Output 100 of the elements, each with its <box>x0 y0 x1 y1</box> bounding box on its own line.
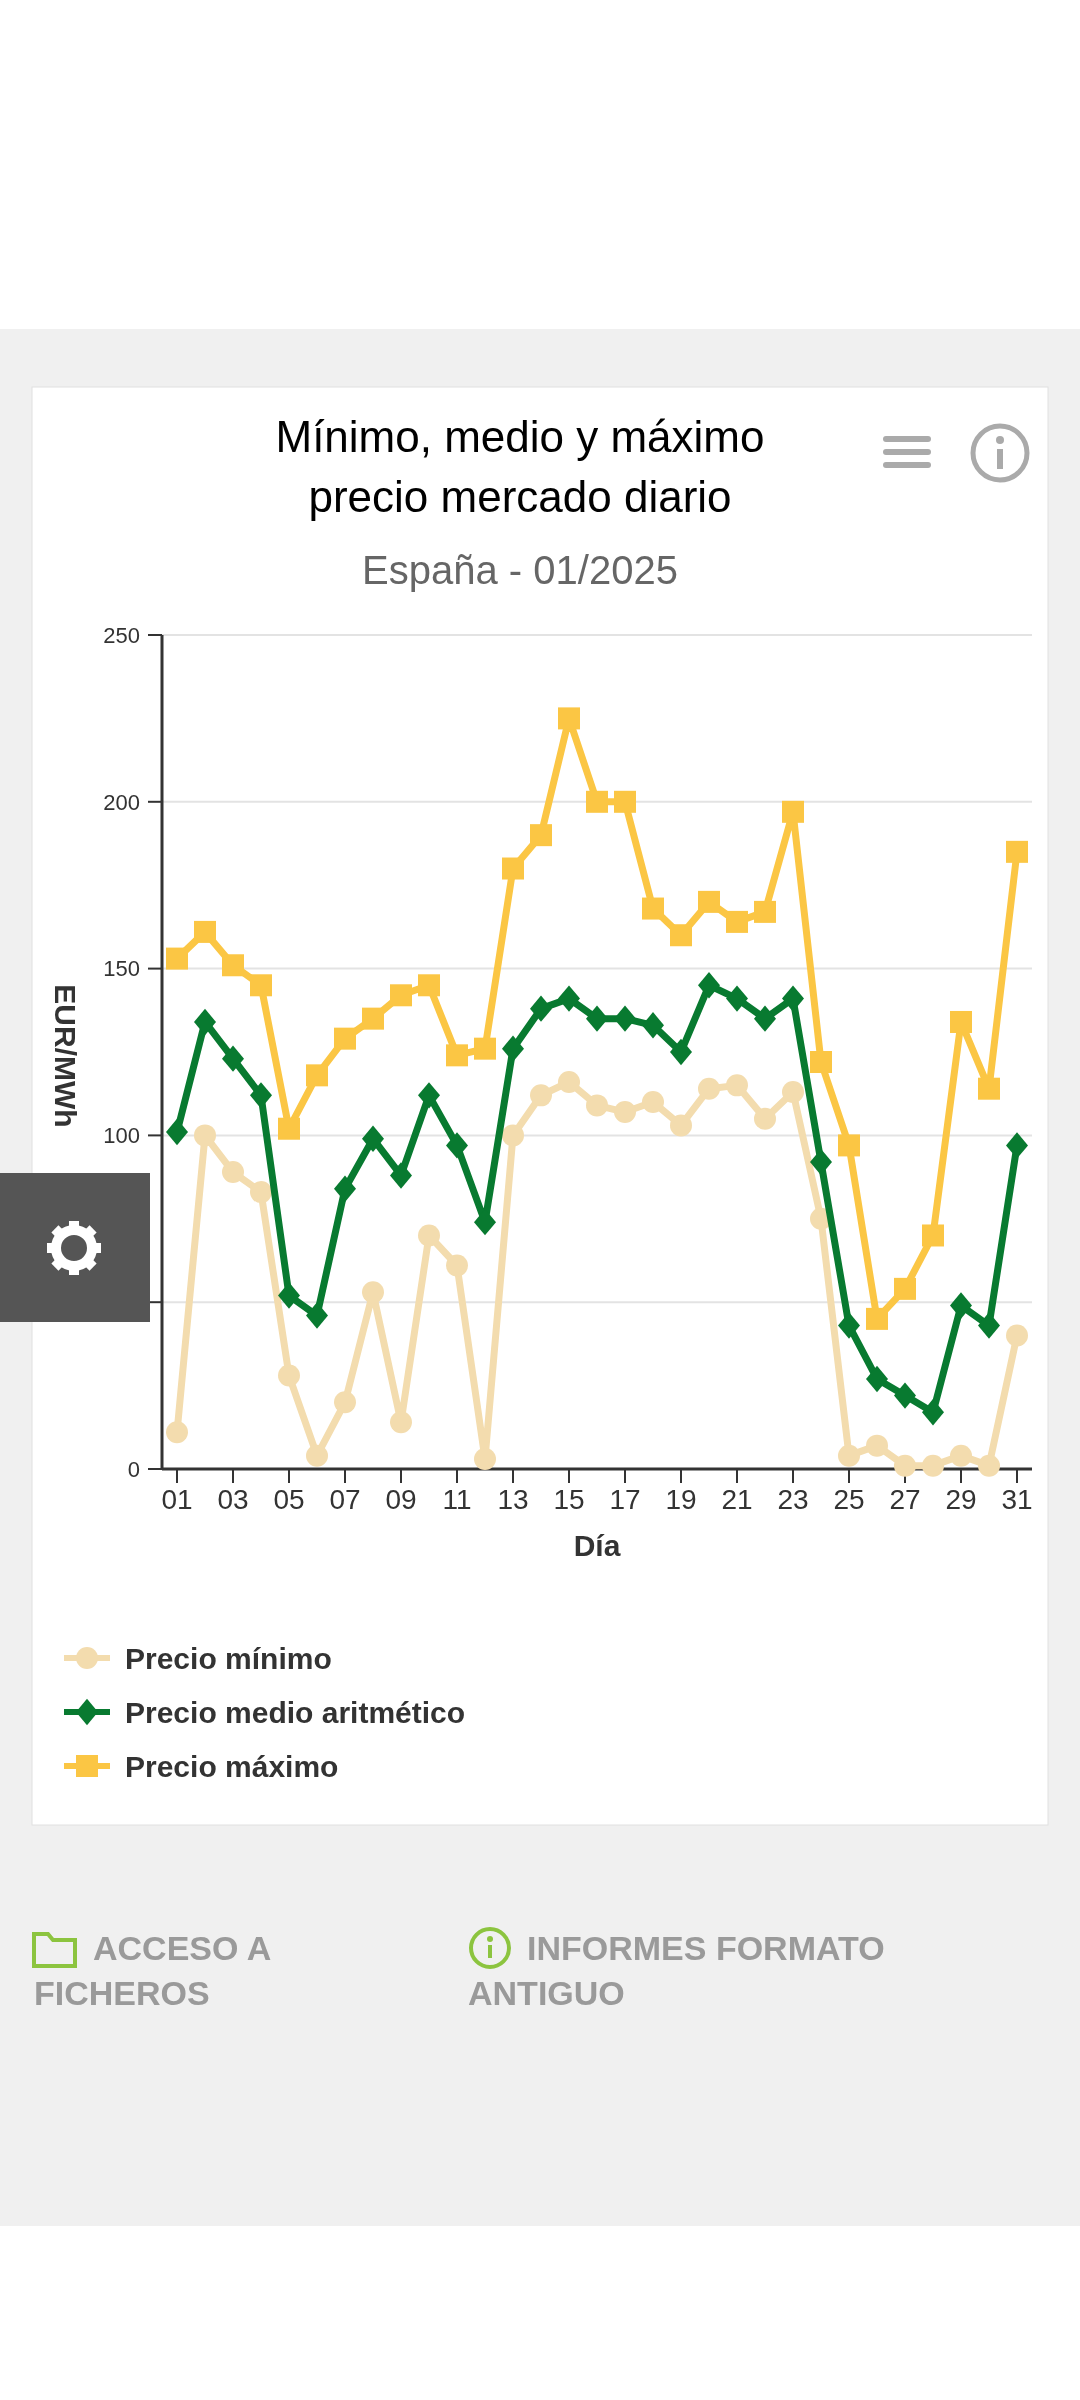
point <box>362 1125 384 1152</box>
y-tick-label: 100 <box>103 1123 140 1149</box>
point <box>950 1010 972 1033</box>
point <box>838 1134 860 1157</box>
point <box>334 1175 356 1202</box>
point <box>334 1391 356 1414</box>
legend-label: Precio medio aritmético <box>125 1695 466 1729</box>
point <box>670 1038 692 1066</box>
point <box>726 910 748 933</box>
x-tick-label: 21 <box>721 1484 753 1515</box>
point <box>222 1161 244 1184</box>
point <box>222 954 244 977</box>
x-tick-label: 07 <box>329 1484 361 1515</box>
point <box>166 947 188 970</box>
point <box>502 1124 524 1147</box>
point <box>362 1007 384 1030</box>
point <box>698 890 720 913</box>
x-tick-label: 01 <box>161 1484 193 1515</box>
x-tick-label: 31 <box>1001 1484 1033 1515</box>
x-tick-label: 13 <box>497 1484 529 1515</box>
point <box>754 1005 776 1032</box>
point <box>1006 840 1028 863</box>
x-tick-label: 23 <box>777 1484 809 1515</box>
point <box>558 985 580 1012</box>
point <box>446 1044 468 1067</box>
point <box>306 1064 328 1087</box>
x-tick-label: 15 <box>553 1484 585 1515</box>
point <box>922 1454 944 1477</box>
point <box>418 1224 440 1247</box>
point <box>894 1454 916 1477</box>
x-tick-label: 03 <box>217 1484 249 1515</box>
point <box>278 1282 300 1309</box>
text: ACCESO A FICHEROS <box>34 1929 272 2012</box>
point <box>978 1454 1000 1477</box>
x-tick-label: 17 <box>609 1484 641 1515</box>
point <box>838 1444 860 1467</box>
x-tick-label: 19 <box>665 1484 697 1515</box>
point <box>950 1444 972 1467</box>
point <box>1006 1324 1028 1347</box>
point <box>782 985 804 1012</box>
point <box>474 1037 496 1060</box>
point <box>502 857 524 880</box>
point <box>726 1074 748 1097</box>
point <box>474 1447 496 1470</box>
point <box>754 1107 776 1130</box>
point <box>222 1045 244 1072</box>
point <box>530 995 552 1022</box>
point <box>950 1292 972 1319</box>
point <box>166 1421 188 1444</box>
point <box>530 824 552 847</box>
point <box>306 1302 328 1329</box>
point <box>866 1434 888 1457</box>
point <box>390 1411 412 1434</box>
point <box>642 1091 664 1114</box>
y-tick-label: 150 <box>103 956 140 982</box>
point <box>866 1365 888 1393</box>
point <box>390 1162 412 1189</box>
point <box>866 1307 888 1330</box>
point <box>894 1382 916 1409</box>
point <box>894 1277 916 1300</box>
point <box>306 1444 328 1467</box>
y-tick-label: 0 <box>127 1456 140 1482</box>
point <box>334 1027 356 1050</box>
x-tick-label: 09 <box>385 1484 417 1515</box>
point <box>250 1082 272 1109</box>
point <box>698 972 720 999</box>
point <box>362 1281 384 1304</box>
point <box>558 1071 580 1094</box>
text: INFORMES FORMATO ANTIGUO <box>468 1929 885 2012</box>
y-axis-title: EUR/MWh <box>49 984 82 1128</box>
point <box>614 1101 636 1124</box>
point <box>810 1148 832 1176</box>
point <box>978 1077 1000 1100</box>
point <box>418 974 440 997</box>
point <box>922 1399 944 1426</box>
y-tick-label: 200 <box>103 789 140 815</box>
point <box>530 1084 552 1107</box>
point <box>502 1035 524 1062</box>
point <box>586 1094 608 1117</box>
y-tick-label: 250 <box>103 622 140 648</box>
point <box>782 1081 804 1104</box>
point <box>558 707 580 730</box>
point <box>614 1005 636 1032</box>
x-tick-label: 29 <box>945 1484 977 1515</box>
point <box>250 974 272 997</box>
point <box>614 790 636 813</box>
chart-subtitle: España - 01/2025 <box>362 548 678 592</box>
point <box>810 1051 832 1074</box>
point <box>978 1312 1000 1339</box>
x-tick-label: 11 <box>442 1484 472 1515</box>
point <box>642 897 664 920</box>
point <box>1006 1132 1028 1159</box>
point <box>838 1312 860 1339</box>
point <box>754 900 776 923</box>
x-tick-label: 25 <box>833 1484 865 1515</box>
x-tick-label: 05 <box>273 1484 305 1515</box>
legend-label: Precio mínimo <box>125 1641 332 1675</box>
point <box>278 1364 300 1387</box>
point <box>586 1005 608 1032</box>
point <box>782 800 804 823</box>
